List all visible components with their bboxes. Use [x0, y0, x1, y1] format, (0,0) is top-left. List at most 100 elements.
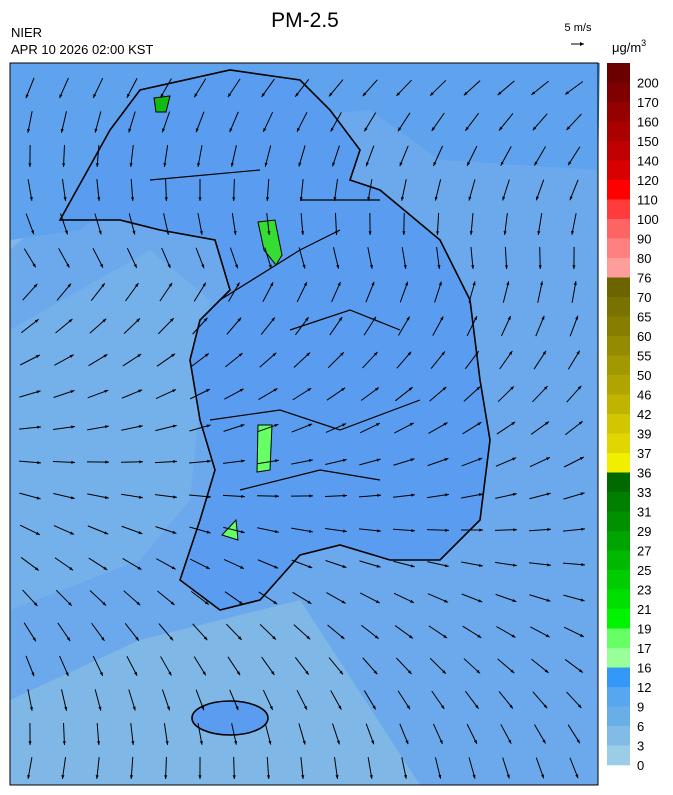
- wind-arrowhead: [139, 460, 143, 464]
- wind-arrowhead: [306, 635, 311, 640]
- wind-arrowhead: [328, 92, 333, 97]
- wind-arrowhead: [71, 425, 75, 429]
- wind-arrowhead: [33, 283, 38, 288]
- wind-arrowhead: [202, 671, 206, 676]
- wind-arrowhead: [543, 704, 548, 709]
- wind-arrowhead: [168, 282, 173, 287]
- wind-arrowhead: [369, 774, 373, 779]
- wind-arrowhead: [95, 775, 99, 779]
- peninsula: [58, 69, 491, 611]
- wind-arrowhead: [101, 636, 105, 641]
- colorbar-label: 170: [637, 95, 659, 110]
- wind-arrowhead: [403, 264, 407, 269]
- wind-arrowhead: [545, 421, 549, 426]
- green-patch: [221, 518, 239, 541]
- unit: μg/m3: [612, 38, 646, 55]
- wind-arrowhead: [478, 599, 483, 603]
- agency: NIER: [11, 25, 42, 40]
- wind-arrowhead: [68, 318, 73, 323]
- wind-arrowhead: [547, 527, 551, 532]
- jeju-island: [191, 700, 269, 736]
- wind-arrowhead: [478, 457, 483, 461]
- title: PM-2.5: [271, 9, 339, 32]
- wind-arrowhead: [431, 127, 436, 132]
- wind-arrowhead: [28, 741, 32, 745]
- wind-arrowhead: [545, 457, 550, 461]
- wind-arrowhead: [575, 774, 579, 779]
- wind-arrowhead: [441, 351, 445, 356]
- wind-arrowhead: [308, 529, 313, 533]
- wind-arrowhead: [430, 92, 434, 96]
- wind-arrowhead: [99, 263, 104, 268]
- wind-arrowhead: [580, 492, 585, 496]
- wind-arrowhead: [239, 600, 243, 605]
- wind-arrowhead: [398, 127, 402, 132]
- wind-arrowhead: [469, 231, 473, 235]
- wind-arrowhead: [364, 127, 368, 132]
- wind-arrowhead: [69, 566, 74, 571]
- wind-arrowhead: [534, 161, 538, 166]
- wind-arrowhead: [405, 740, 409, 745]
- wind-arrowhead: [164, 197, 168, 201]
- colorbar-label: 3: [637, 739, 644, 754]
- wind-arrowhead: [365, 162, 369, 167]
- wind-arrowhead: [202, 282, 206, 287]
- wind-arrowhead: [274, 424, 279, 427]
- colorbar-segment: [607, 336, 630, 356]
- wind-arrowhead: [307, 388, 312, 392]
- colorbar-segment: [607, 102, 630, 122]
- wind-arrowhead: [33, 602, 38, 607]
- wind-arrowhead: [168, 671, 172, 676]
- wind-arrowhead: [60, 128, 64, 133]
- colorbar-segment: [607, 511, 630, 532]
- colorbar-label: 50: [637, 368, 651, 383]
- wind-arrowhead: [61, 775, 65, 779]
- wind-arrowhead: [308, 459, 313, 463]
- colorbar-segment: [607, 706, 630, 727]
- wind-arrowhead: [536, 196, 539, 201]
- colorbar-segment: [607, 472, 630, 493]
- wind-arrowhead: [576, 350, 580, 355]
- wind-arrowhead: [445, 493, 449, 497]
- wind-arrowhead: [566, 126, 571, 131]
- wind-arrowhead: [166, 230, 170, 235]
- colorbar-label: 55: [637, 349, 651, 364]
- wind-arrowhead: [203, 636, 208, 641]
- colorbar-label: 42: [637, 407, 651, 422]
- colorbar-segment: [607, 609, 630, 629]
- wind-arrowhead: [305, 317, 309, 322]
- wind-arrowhead: [438, 281, 442, 286]
- wind-arrowhead: [508, 351, 513, 355]
- wind-arrowhead: [544, 669, 549, 673]
- wind-arrowhead: [37, 461, 41, 465]
- wind-arrowhead: [437, 265, 441, 269]
- wind-arrowhead: [166, 706, 170, 711]
- colorbar-label: 100: [637, 212, 659, 227]
- wind-arrowhead: [133, 263, 137, 268]
- wind-arrowhead: [340, 635, 345, 640]
- wind-arrowhead: [199, 230, 203, 235]
- wind-arrowhead: [138, 531, 143, 534]
- wind-arrowhead: [301, 775, 305, 779]
- wind-arrowhead: [62, 741, 66, 745]
- wind-arrowhead: [172, 424, 177, 428]
- wind-arrowhead: [129, 775, 134, 779]
- wind-arrowhead: [93, 93, 97, 98]
- colorbar-label: 12: [637, 680, 651, 695]
- wind-arrowhead: [27, 128, 31, 133]
- wind-arrowhead: [129, 163, 133, 167]
- wind-arrowhead: [336, 740, 340, 745]
- colorbar-label: 150: [637, 134, 659, 149]
- wind-arrowhead: [31, 230, 35, 235]
- wind-arrowhead: [506, 774, 510, 779]
- wind-arrows: [18, 77, 586, 780]
- wind-arrowhead: [67, 283, 72, 288]
- timestamp: APR 10 2026 02:00 KST: [11, 42, 153, 57]
- wind-arrowhead: [306, 352, 311, 357]
- wind-arrowhead: [35, 531, 40, 535]
- wind-arrowhead: [578, 669, 583, 673]
- wind-arrowhead: [240, 565, 244, 569]
- wind-arrowhead: [261, 93, 265, 97]
- wind-arrowhead: [138, 389, 143, 393]
- wind-arrowhead: [575, 315, 579, 320]
